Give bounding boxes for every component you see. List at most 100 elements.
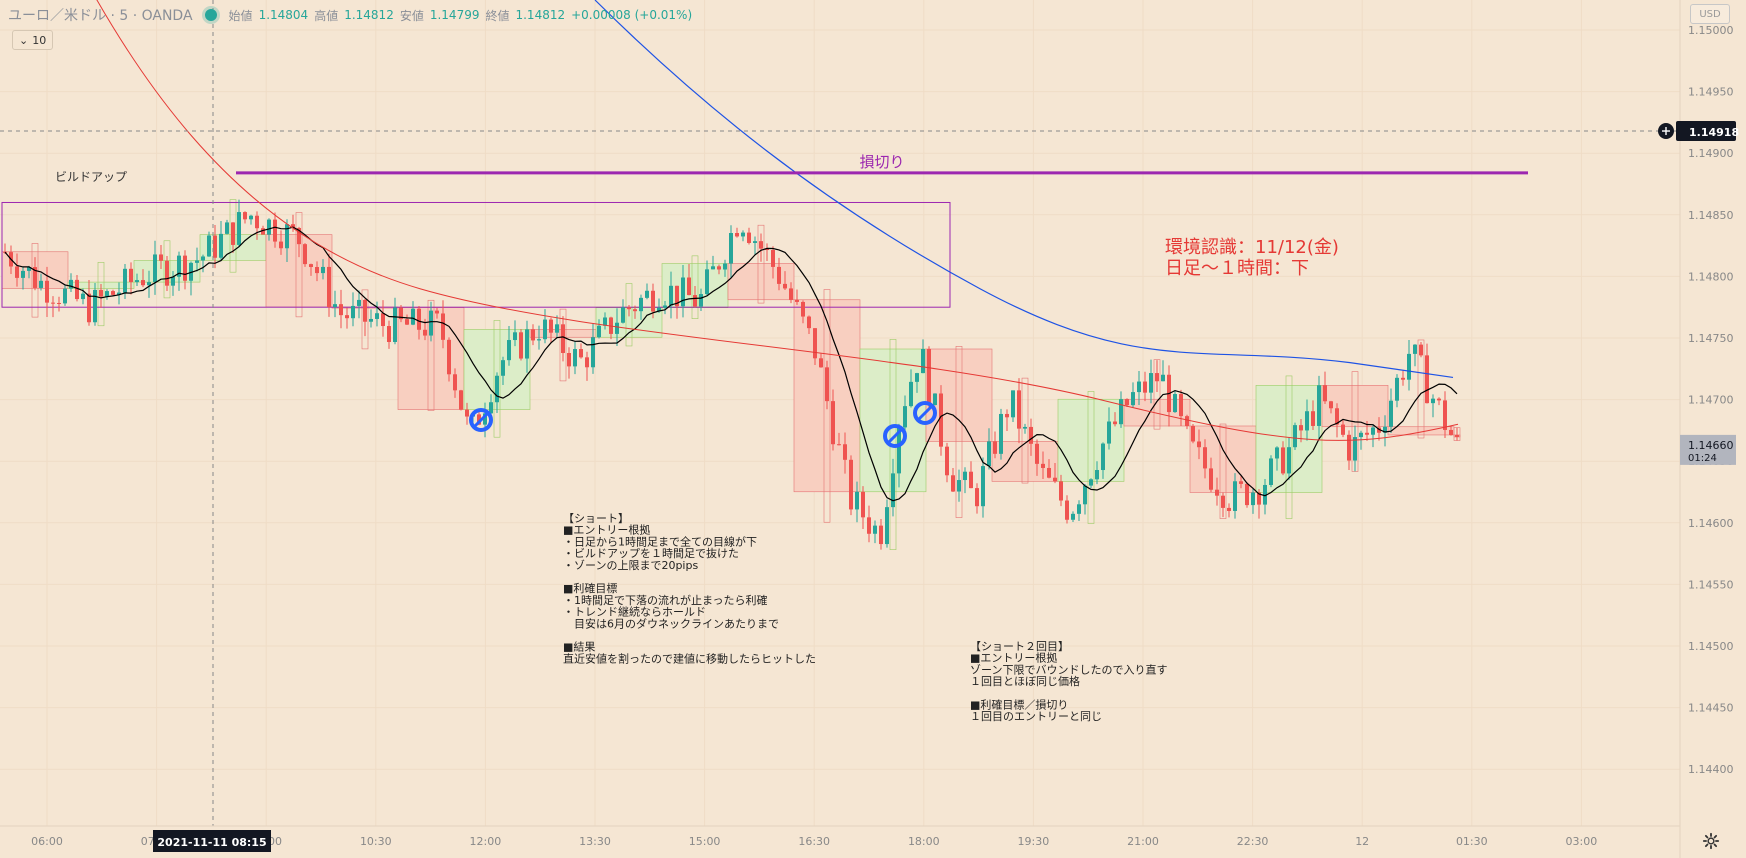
symbol-title[interactable]: ユーロ／米ドル · 5 · OANDA — [8, 8, 193, 24]
candle-body — [447, 339, 451, 375]
candle-body — [207, 235, 211, 257]
candle-body — [429, 310, 433, 336]
candle-body — [1239, 481, 1243, 484]
candle-body — [1059, 481, 1063, 501]
time-tick: 03:00 — [1566, 835, 1598, 848]
candle-body — [141, 280, 145, 286]
candle-body — [705, 269, 709, 295]
candle-body — [99, 289, 103, 297]
candle-body — [1263, 484, 1267, 505]
candle-body — [1431, 398, 1435, 404]
candle-body — [867, 517, 871, 534]
price-tick: 1.14500 — [1688, 640, 1734, 653]
candle-body — [1203, 447, 1207, 469]
price-tick: 1.14850 — [1688, 209, 1734, 222]
note-line: ゾーン下限でバウンドしたので入り直す — [970, 662, 1167, 676]
candle-body — [381, 313, 385, 327]
candle-body — [123, 268, 127, 293]
candle-body — [987, 441, 991, 467]
time-tick: 13:30 — [579, 835, 611, 848]
price-tick: 1.14600 — [1688, 517, 1734, 530]
crosshair-price-badge — [1676, 121, 1736, 142]
entry-marker-slash — [473, 412, 489, 428]
candle-body — [771, 250, 775, 267]
candle-body — [219, 233, 223, 258]
candle-body — [1281, 447, 1285, 474]
ohlc-legend: ユーロ／米ドル · 5 · OANDA 始値 1.14804 高値 1.14812 … — [8, 4, 692, 26]
candle-body — [1149, 373, 1153, 393]
candle-body — [1299, 425, 1303, 431]
note-line: ■エントリー根拠 — [970, 651, 1057, 665]
candle-body — [807, 316, 811, 329]
candle-body — [531, 329, 535, 341]
candle-body — [789, 288, 793, 300]
time-tick: 10:30 — [360, 835, 392, 848]
candle-body — [1395, 377, 1399, 401]
currency-button[interactable]: USD — [1690, 4, 1730, 24]
open-value: 1.14804 — [258, 8, 309, 22]
close-label: 終値 — [485, 8, 510, 23]
htf-wick — [97, 262, 105, 327]
candle-body — [255, 215, 259, 229]
candle-body — [297, 227, 301, 245]
trade-note-1: 【ショート】■エントリー根拠・日足から1時間足まで全ての目線が下・ビルドアップを… — [563, 512, 816, 665]
candle-body — [225, 222, 229, 234]
candle-body — [303, 244, 307, 265]
candle-body — [369, 318, 373, 322]
note-line: １回目のエントリーと同じ — [970, 710, 1102, 723]
note-line: １回目とほぼ同じ価格 — [970, 674, 1080, 688]
indicator-toggle[interactable]: ⌄ 10 — [12, 30, 54, 50]
candle-body — [963, 471, 967, 481]
candle-body — [501, 360, 505, 376]
low-value: 1.14799 — [429, 8, 480, 22]
candle-body — [87, 293, 91, 323]
candle-body — [1035, 443, 1039, 464]
candle-body — [1179, 394, 1183, 417]
candle-body — [1209, 468, 1213, 490]
note-line: 直近安値を割ったので建値に移動したらヒットした — [563, 651, 816, 665]
candle-body — [111, 291, 115, 295]
candle-body — [279, 241, 283, 249]
candle-body — [387, 326, 391, 343]
candle-body — [1227, 507, 1231, 511]
candle-body — [639, 297, 643, 312]
candle-body — [213, 235, 217, 258]
candle-body — [1113, 421, 1117, 425]
trade-note-2: 【ショート２回目】■エントリー根拠ゾーン下限でバウンドしたので入り直す１回目とほ… — [970, 640, 1167, 723]
note-line: ■利確目標／損切り — [970, 698, 1068, 712]
market-status-icon — [204, 9, 217, 21]
candle-body — [555, 324, 559, 333]
candle-body — [327, 266, 331, 308]
candle-body — [525, 329, 529, 359]
env-detail: 日足～１時間：下 — [1165, 258, 1309, 279]
candle-body — [21, 270, 25, 278]
candle-body — [519, 332, 523, 359]
candle-body — [75, 279, 79, 300]
candle-body — [309, 264, 313, 268]
candle-body — [711, 266, 715, 270]
gear-icon[interactable] — [1702, 832, 1720, 850]
moving-averages — [4, 0, 1459, 502]
candle-body — [543, 319, 547, 340]
candle-body — [237, 212, 241, 245]
price-axis: 1.15000 1.14950 1.14900 1.14850 1.14800 1.147… — [1658, 0, 1739, 858]
chevron-down-icon: ⌄ — [19, 33, 29, 47]
candle-body — [1119, 399, 1123, 425]
htf-wick — [691, 255, 699, 319]
note-line: ■利確目標 — [563, 581, 617, 595]
candle-body — [1419, 344, 1423, 356]
candle-body — [729, 233, 733, 264]
candle-body — [201, 256, 205, 261]
candle-body — [783, 283, 787, 289]
candle-body — [129, 268, 133, 283]
candle-body — [411, 308, 415, 325]
candle-body — [549, 319, 553, 333]
price-tick: 1.14550 — [1688, 578, 1734, 591]
candle-body — [1161, 374, 1165, 382]
candle-body — [591, 337, 595, 368]
candle-body — [243, 212, 247, 220]
ma-long-line — [594, 0, 1454, 379]
candle-body — [663, 305, 667, 308]
note-line: 【ショート２回目】 — [970, 640, 1069, 653]
